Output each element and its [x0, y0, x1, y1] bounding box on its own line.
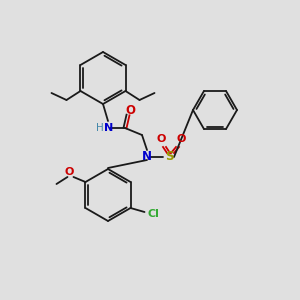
- Text: O: O: [156, 134, 166, 144]
- Text: O: O: [176, 134, 186, 144]
- Text: O: O: [125, 103, 135, 116]
- Text: Cl: Cl: [148, 209, 160, 219]
- Text: O: O: [65, 167, 74, 177]
- Text: N: N: [104, 123, 114, 133]
- Text: S: S: [165, 151, 173, 164]
- Text: N: N: [142, 151, 152, 164]
- Text: H: H: [96, 123, 104, 133]
